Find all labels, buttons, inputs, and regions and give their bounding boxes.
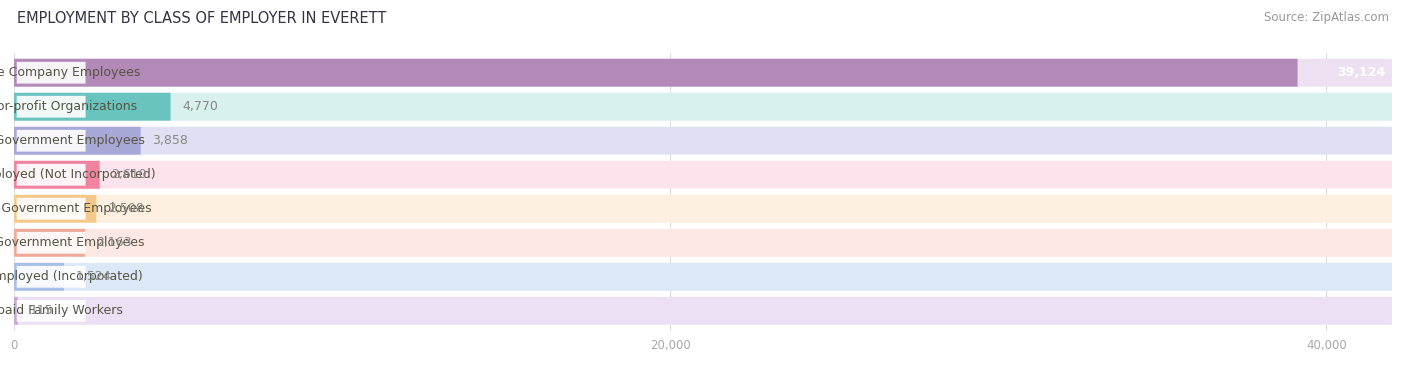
Text: State Government Employees: State Government Employees xyxy=(0,236,145,249)
FancyBboxPatch shape xyxy=(14,297,1392,325)
FancyBboxPatch shape xyxy=(17,198,86,220)
FancyBboxPatch shape xyxy=(14,127,141,155)
FancyBboxPatch shape xyxy=(14,59,1392,86)
Text: Federal Government Employees: Federal Government Employees xyxy=(0,202,152,215)
Text: 2,610: 2,610 xyxy=(111,168,146,181)
FancyBboxPatch shape xyxy=(17,130,86,152)
Text: Self-Employed (Incorporated): Self-Employed (Incorporated) xyxy=(0,270,143,283)
FancyBboxPatch shape xyxy=(17,266,86,288)
FancyBboxPatch shape xyxy=(17,164,86,186)
FancyBboxPatch shape xyxy=(14,195,1392,223)
Text: Unpaid Family Workers: Unpaid Family Workers xyxy=(0,304,122,317)
Text: 3,858: 3,858 xyxy=(152,134,188,147)
FancyBboxPatch shape xyxy=(14,93,1392,121)
FancyBboxPatch shape xyxy=(17,96,86,118)
FancyBboxPatch shape xyxy=(14,161,100,189)
Text: EMPLOYMENT BY CLASS OF EMPLOYER IN EVERETT: EMPLOYMENT BY CLASS OF EMPLOYER IN EVERE… xyxy=(17,11,387,26)
Text: 2,163: 2,163 xyxy=(97,236,132,249)
FancyBboxPatch shape xyxy=(14,263,65,291)
Text: Private Company Employees: Private Company Employees xyxy=(0,66,141,79)
Text: Not-for-profit Organizations: Not-for-profit Organizations xyxy=(0,100,136,113)
FancyBboxPatch shape xyxy=(14,59,1298,86)
FancyBboxPatch shape xyxy=(14,127,1392,155)
Text: 1,524: 1,524 xyxy=(76,270,111,283)
FancyBboxPatch shape xyxy=(14,93,170,121)
FancyBboxPatch shape xyxy=(14,161,1392,189)
Text: 39,124: 39,124 xyxy=(1337,66,1385,79)
FancyBboxPatch shape xyxy=(17,300,86,322)
FancyBboxPatch shape xyxy=(14,263,1392,291)
FancyBboxPatch shape xyxy=(17,62,86,83)
FancyBboxPatch shape xyxy=(14,229,84,257)
Text: 115: 115 xyxy=(30,304,53,317)
FancyBboxPatch shape xyxy=(14,229,1392,257)
FancyBboxPatch shape xyxy=(14,195,97,223)
FancyBboxPatch shape xyxy=(17,232,86,254)
Text: Source: ZipAtlas.com: Source: ZipAtlas.com xyxy=(1264,11,1389,24)
FancyBboxPatch shape xyxy=(14,297,18,325)
Text: Local Government Employees: Local Government Employees xyxy=(0,134,145,147)
Text: 2,508: 2,508 xyxy=(108,202,143,215)
Text: Self-Employed (Not Incorporated): Self-Employed (Not Incorporated) xyxy=(0,168,156,181)
Text: 4,770: 4,770 xyxy=(181,100,218,113)
